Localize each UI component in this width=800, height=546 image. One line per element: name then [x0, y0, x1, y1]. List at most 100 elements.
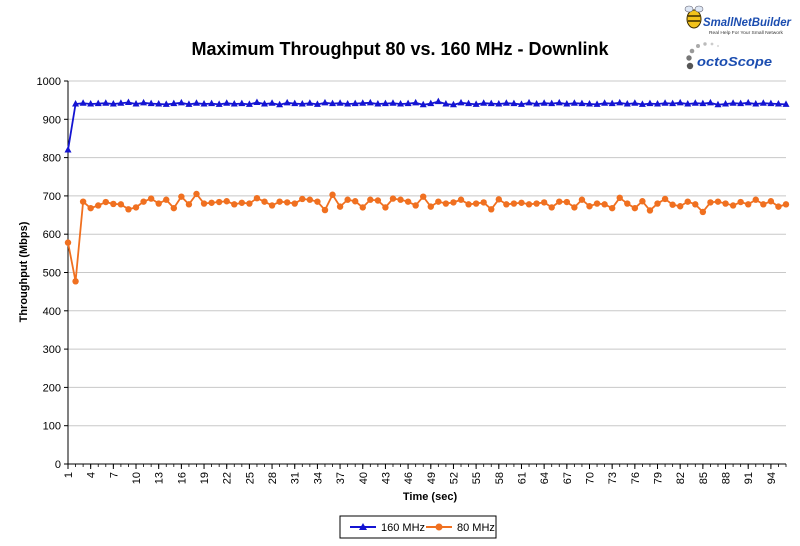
data-point-80	[246, 200, 253, 207]
y-tick-label: 400	[43, 306, 61, 318]
x-tick-label: 79	[653, 472, 665, 484]
x-tick-label: 55	[471, 472, 483, 484]
data-point-80	[646, 207, 654, 214]
data-point-80	[669, 201, 676, 208]
legend-label-80: 80 MHz	[457, 522, 495, 534]
data-point-80	[261, 198, 268, 205]
x-tick-label: 52	[448, 472, 460, 484]
data-point-80	[291, 200, 298, 207]
x-tick-label: 88	[721, 472, 733, 484]
data-point-160	[623, 99, 631, 107]
data-point-160	[336, 99, 344, 106]
data-point-160	[427, 99, 435, 107]
data-point-160	[669, 99, 677, 107]
data-point-80	[336, 203, 344, 210]
data-point-80	[238, 199, 246, 206]
chart-title: Maximum Throughput 80 vs. 160 MHz - Down…	[191, 39, 609, 59]
data-point-80	[707, 199, 714, 206]
data-point-160	[631, 99, 639, 106]
data-point-160	[533, 99, 541, 107]
data-point-160	[676, 98, 684, 106]
data-point-160	[570, 99, 578, 106]
data-point-160	[162, 100, 170, 107]
data-point-80	[752, 196, 759, 203]
data-point-80	[95, 202, 102, 209]
data-point-80	[676, 203, 684, 210]
data-point-80	[79, 198, 87, 205]
x-tick-label: 10	[131, 472, 143, 484]
data-point-160	[238, 99, 246, 107]
data-point-160	[654, 99, 662, 107]
x-tick-label: 43	[380, 472, 392, 484]
data-point-80	[155, 200, 162, 207]
series-layer	[64, 97, 790, 285]
x-tick-label: 7	[108, 472, 120, 478]
data-point-160	[759, 99, 767, 106]
x-tick-label: 46	[403, 472, 415, 484]
data-point-80	[692, 201, 699, 208]
data-point-80	[767, 198, 775, 205]
data-point-160	[200, 99, 208, 107]
data-point-160	[465, 99, 473, 107]
data-point-80	[314, 198, 321, 205]
data-point-80	[654, 200, 661, 207]
data-point-80	[503, 201, 510, 208]
x-tick-label: 28	[267, 472, 279, 484]
data-point-160	[283, 98, 291, 106]
data-point-160	[442, 99, 450, 107]
data-point-160	[744, 98, 752, 106]
data-point-80	[442, 200, 450, 207]
data-point-160	[404, 99, 412, 107]
data-point-80	[412, 202, 419, 209]
smallnetbuilder-name: SmallNetBuilder	[703, 15, 792, 29]
data-point-160	[616, 98, 624, 106]
data-point-160	[540, 99, 548, 106]
data-point-160	[276, 100, 284, 108]
data-point-80	[367, 196, 374, 203]
data-point-80	[571, 204, 578, 211]
data-point-80	[306, 196, 314, 203]
data-point-80	[72, 278, 79, 285]
data-point-80	[64, 239, 72, 246]
data-point-80	[170, 204, 178, 212]
series-line-0	[67, 100, 787, 151]
x-tick-label: 16	[176, 472, 188, 484]
data-point-160	[752, 99, 760, 107]
x-tick-label: 4	[86, 472, 98, 478]
data-point-160	[608, 99, 616, 107]
data-point-160	[94, 99, 102, 107]
y-axis-label: Throughput (Mbps)	[18, 221, 30, 322]
data-point-80	[457, 196, 465, 203]
data-point-160	[381, 99, 389, 107]
x-tick-label: 22	[222, 472, 234, 484]
data-point-160	[646, 99, 654, 107]
data-point-80	[729, 202, 737, 209]
data-point-80	[699, 208, 707, 216]
data-point-160	[72, 99, 80, 107]
data-point-160	[722, 99, 730, 107]
data-point-80	[147, 195, 155, 202]
data-point-80	[389, 195, 397, 202]
data-point-160	[147, 99, 155, 107]
data-point-80	[276, 198, 283, 205]
x-tick-label: 73	[607, 472, 619, 484]
x-tick-label: 70	[584, 472, 596, 484]
data-point-160	[487, 99, 495, 107]
data-point-80	[661, 195, 669, 203]
legend-box	[339, 515, 497, 539]
data-point-160	[359, 99, 367, 106]
data-point-160	[510, 99, 518, 107]
data-point-80	[601, 201, 608, 208]
y-tick-label: 900	[43, 114, 61, 126]
legend-marker-160	[359, 523, 367, 530]
y-tick-label: 100	[43, 421, 61, 433]
y-tick-label: 500	[43, 268, 61, 280]
data-point-160	[170, 99, 178, 107]
data-point-160	[585, 99, 593, 107]
data-point-160	[412, 98, 420, 106]
x-tick-label: 61	[516, 472, 528, 484]
data-point-80	[215, 198, 223, 206]
data-point-80	[253, 194, 261, 202]
data-point-80	[299, 195, 306, 203]
data-point-160	[192, 99, 200, 106]
